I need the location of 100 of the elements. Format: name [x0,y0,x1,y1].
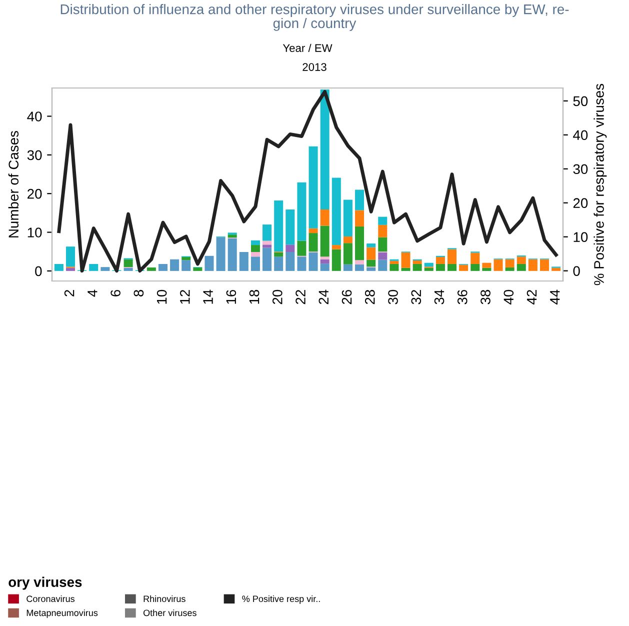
bar [89,264,98,271]
bar [182,257,191,260]
bar [436,264,445,271]
bar [320,226,330,257]
x-tick-label: 30 [388,290,398,304]
bar [274,200,284,252]
bar [308,228,318,234]
y2-tick-label: 0 [573,266,580,276]
x-tick-label: 8 [134,290,144,296]
y-tick-label: 40 [27,112,42,122]
bar [552,268,561,271]
x-tick-label: 32 [411,290,422,304]
legend-label: Coronavirus [26,595,75,602]
bar [262,224,272,241]
chart-title: Distribution of influenza and other respiratory viruses under surveillance by EW, re- gion / country [60,4,569,31]
bar [216,237,226,271]
bar [297,182,306,241]
y2-tick-label: 30 [573,164,588,174]
bar [516,256,526,264]
bar [297,240,306,256]
x-tick-label: 24 [318,290,328,304]
bar [470,252,480,264]
x-tick-label: 34 [434,290,444,304]
bar [378,260,388,271]
bar [308,252,318,271]
bar [424,262,434,267]
x-tick-label: 10 [156,290,167,304]
bar [332,178,341,246]
bar [262,244,272,248]
bar [366,247,376,260]
bar [66,246,76,267]
bar [308,146,318,228]
x-axis-title: Year / EW [282,44,332,52]
bar [494,259,503,271]
legend-label: Other viruses [143,609,196,616]
x-tick-label: 18 [249,290,260,304]
bar [170,259,180,271]
bar [274,252,284,257]
bar [366,243,376,248]
bar [366,267,376,271]
x-tick-label: 28 [364,290,375,304]
bar [158,264,168,271]
bar [470,264,480,271]
bar [390,260,399,264]
y2-tick-label: 20 [573,198,588,208]
x-tick-label: 38 [480,290,490,304]
bar [343,236,352,244]
bar [250,240,260,246]
legend-label: Rhinovirus [144,595,186,602]
bar [355,190,364,210]
x-tick-label: 6 [110,290,120,296]
bar [528,259,538,271]
bar [355,264,364,271]
line-series [57,90,558,273]
bar [320,90,330,210]
bar [343,200,352,237]
bar [146,267,156,271]
bar [262,248,272,271]
bar [54,264,64,271]
bar [540,259,550,271]
bar [228,238,237,271]
bar [193,267,202,271]
x-tick-label: 36 [457,290,468,304]
text: 2013 [302,63,326,71]
x-tick-label: 20 [272,290,282,304]
bar [436,257,445,264]
bar [412,260,422,264]
x-tick-label: 22 [296,290,306,304]
bar [250,245,260,252]
bar [412,264,422,271]
x-tick-label: 14 [203,290,213,304]
bar [286,244,295,252]
x-tick-label: 12 [180,290,190,304]
bar [100,267,110,271]
bar [204,256,214,271]
bar [366,260,376,267]
y-axis-title: Number of Cases [8,130,19,238]
bar [343,243,352,264]
bar [182,260,191,271]
bar [332,245,341,250]
bar [320,209,330,226]
bar [459,264,468,271]
bar [448,249,457,264]
bar [286,209,295,245]
y-tick-label: 30 [27,150,42,160]
bar [424,268,434,271]
bar [239,252,248,271]
x-tick-label: 4 [88,290,98,297]
bar [250,252,260,257]
bar [378,224,388,238]
x-tick-label: 42 [526,290,537,304]
x-tick-label: 26 [342,290,352,304]
legend-label: Metapneumovirus [26,609,98,618]
y2-axis-title: % Positive for respiratory viruses [594,84,607,286]
bar [516,264,526,271]
bar [355,210,364,226]
bar [378,252,388,260]
bar [228,234,237,238]
x-tick-label: 44 [550,290,560,304]
legend-title: ory viruses [8,576,82,590]
